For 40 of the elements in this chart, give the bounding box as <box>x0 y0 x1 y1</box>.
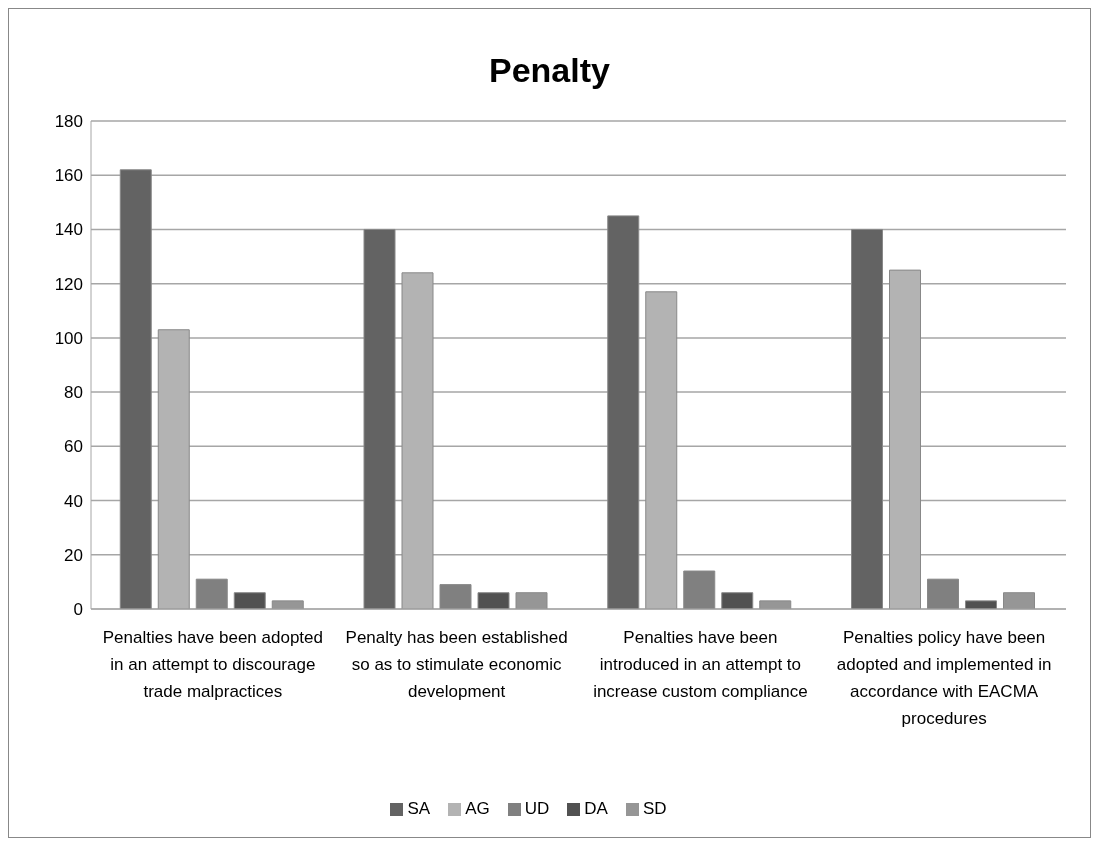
x-tick-label: Penalties have been adopted in an attempt to discourage trade malpractices <box>102 628 323 702</box>
bar <box>271 600 304 609</box>
bar <box>1003 592 1035 609</box>
bar <box>607 215 640 609</box>
legend-label: DA <box>584 799 608 818</box>
x-tick-label: Penalties policy have been adopted and implemented in accordance with EACMA procedures <box>836 628 1052 729</box>
legend-label: SA <box>407 799 431 818</box>
y-tick-label: 40 <box>64 491 83 511</box>
y-tick-label: 120 <box>54 274 83 294</box>
y-tick-label: 140 <box>54 220 83 240</box>
bar <box>401 272 434 609</box>
bar <box>119 169 152 609</box>
y-tick-label: 60 <box>64 437 83 457</box>
bar <box>157 329 190 609</box>
legend-label: AG <box>465 799 490 818</box>
bar <box>515 592 548 609</box>
bar <box>683 570 716 609</box>
legend-label: SD <box>642 799 667 818</box>
bar <box>927 578 959 609</box>
y-tick-label: 100 <box>54 328 83 348</box>
x-tick-label: Penalty has been established so as to stimulate economic development <box>345 628 568 702</box>
x-tick-label: Penalties have been introduced in an attempt to increase custom compliance <box>593 628 808 702</box>
bar <box>965 600 997 609</box>
bar <box>195 578 228 609</box>
y-tick-label: 80 <box>64 383 83 403</box>
bar <box>439 584 472 609</box>
bar <box>759 600 792 609</box>
bar <box>233 592 266 609</box>
y-tick-label: 180 <box>54 112 83 132</box>
y-tick-label: 20 <box>64 545 83 565</box>
y-tick-label: 0 <box>73 600 83 620</box>
y-tick-label: 160 <box>54 166 83 186</box>
bar <box>645 291 678 609</box>
legend-label: UD <box>524 799 550 818</box>
bar <box>721 592 754 609</box>
chart-title: Penalty <box>488 50 611 91</box>
bar <box>477 592 510 609</box>
bar <box>889 269 921 609</box>
bar <box>363 228 396 609</box>
bar <box>851 228 883 609</box>
